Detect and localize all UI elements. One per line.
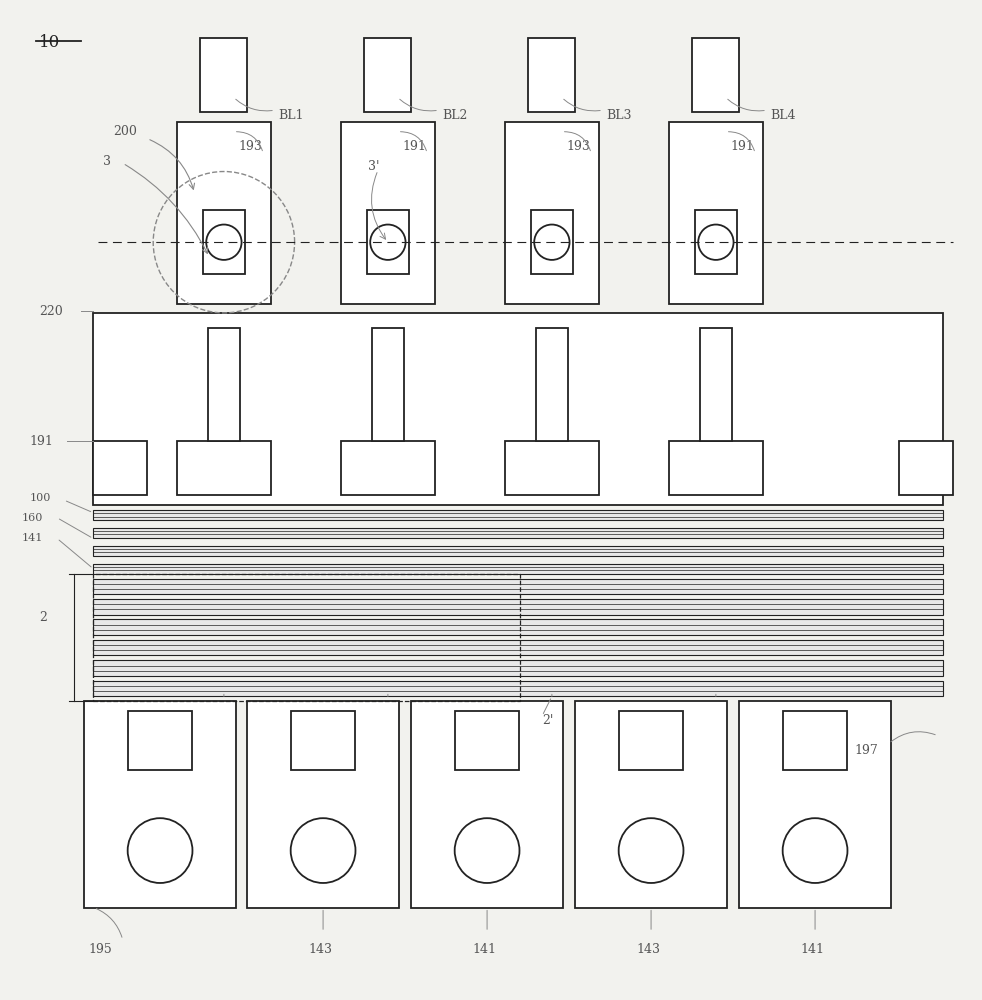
- Bar: [700, 328, 732, 441]
- Bar: [410, 701, 564, 908]
- Text: 160: 160: [22, 513, 43, 523]
- Bar: [291, 711, 355, 770]
- Text: 195: 195: [88, 943, 112, 956]
- Text: 100: 100: [29, 493, 51, 503]
- Bar: [506, 122, 599, 304]
- Bar: [506, 441, 599, 495]
- Bar: [738, 701, 891, 908]
- Text: 191: 191: [731, 140, 754, 153]
- Text: BL4: BL4: [770, 109, 795, 122]
- Bar: [692, 38, 739, 112]
- Text: 191: 191: [403, 140, 426, 153]
- Bar: [93, 510, 943, 520]
- Bar: [669, 122, 762, 304]
- Circle shape: [291, 818, 355, 883]
- Circle shape: [206, 225, 242, 260]
- Text: 141: 141: [800, 943, 824, 956]
- Bar: [203, 210, 245, 274]
- Bar: [247, 701, 399, 908]
- Bar: [899, 441, 953, 495]
- Bar: [93, 660, 943, 676]
- Bar: [695, 210, 736, 274]
- Text: 193: 193: [567, 140, 590, 153]
- Bar: [93, 579, 943, 594]
- Text: 10: 10: [39, 34, 61, 51]
- Text: BL1: BL1: [278, 109, 303, 122]
- Bar: [93, 619, 943, 635]
- Bar: [574, 701, 727, 908]
- Bar: [93, 574, 520, 701]
- Circle shape: [783, 818, 847, 883]
- Bar: [200, 38, 247, 112]
- Text: 143: 143: [636, 943, 660, 956]
- Text: 141: 141: [22, 533, 43, 543]
- Circle shape: [698, 225, 734, 260]
- Bar: [93, 528, 943, 538]
- Bar: [93, 313, 943, 505]
- Text: 193: 193: [239, 140, 262, 153]
- Text: 3': 3': [368, 160, 380, 173]
- Bar: [342, 122, 434, 304]
- Bar: [536, 328, 568, 441]
- Bar: [342, 441, 434, 495]
- Bar: [364, 38, 411, 112]
- Bar: [93, 546, 943, 556]
- Bar: [456, 711, 518, 770]
- Text: 200: 200: [113, 125, 136, 138]
- Circle shape: [619, 818, 683, 883]
- Text: BL2: BL2: [442, 109, 467, 122]
- Text: 143: 143: [308, 943, 332, 956]
- Bar: [84, 701, 236, 908]
- Bar: [177, 122, 270, 304]
- Circle shape: [370, 225, 406, 260]
- Text: 3: 3: [103, 155, 111, 168]
- Bar: [177, 441, 270, 495]
- Text: BL3: BL3: [606, 109, 631, 122]
- Bar: [531, 210, 573, 274]
- Circle shape: [534, 225, 570, 260]
- Text: 2: 2: [39, 611, 47, 624]
- Text: 2': 2': [542, 714, 554, 727]
- Bar: [367, 210, 409, 274]
- Text: 220: 220: [39, 305, 63, 318]
- Bar: [93, 681, 943, 696]
- Circle shape: [128, 818, 192, 883]
- Bar: [528, 38, 575, 112]
- Bar: [669, 441, 762, 495]
- Text: 191: 191: [29, 435, 53, 448]
- Bar: [372, 328, 404, 441]
- Bar: [93, 599, 943, 615]
- Text: 197: 197: [854, 744, 878, 757]
- Text: 141: 141: [472, 943, 496, 956]
- Bar: [93, 564, 943, 574]
- Bar: [93, 441, 147, 495]
- Bar: [620, 711, 682, 770]
- Bar: [208, 328, 240, 441]
- Bar: [128, 711, 192, 770]
- Bar: [93, 640, 943, 655]
- Circle shape: [455, 818, 519, 883]
- Bar: [783, 711, 846, 770]
